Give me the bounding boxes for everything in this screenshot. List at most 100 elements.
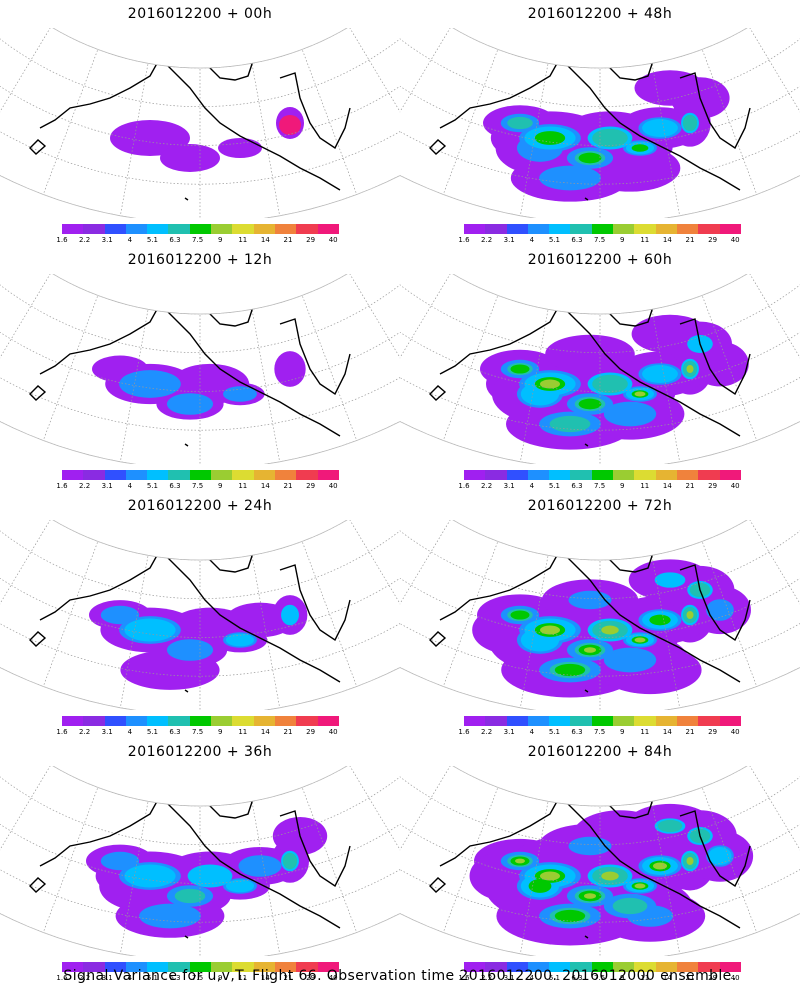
map-panel: 2016012200 + 84h 1.6 2.2 3.1 4 5.1 6.3 7.5 9 11 14…: [400, 738, 800, 984]
colorbar-swatch: [719, 224, 741, 234]
colorbar-label: 4: [529, 974, 535, 982]
colorbar-swatch: [274, 716, 297, 726]
colorbar-swatch: [613, 716, 635, 726]
polar-map: [0, 520, 400, 710]
colorbar-label: 4: [127, 728, 133, 736]
colorbar-swatch: [232, 470, 254, 480]
colorbar-label: 2.2: [79, 236, 91, 244]
colorbar: [62, 962, 339, 972]
colorbar-label: 1.6: [458, 974, 470, 982]
colorbar-label: 29: [708, 482, 718, 490]
variance-core: [510, 364, 530, 374]
colorbar: [464, 716, 741, 726]
colorbar-swatch: [570, 224, 592, 234]
variance-field: [480, 314, 749, 450]
colorbar-swatch: [719, 716, 741, 726]
colorbar-label: 3.1: [503, 974, 515, 982]
colorbar-swatch: [147, 224, 169, 234]
colorbar-swatch: [253, 716, 275, 726]
variance-field: [472, 559, 751, 698]
variance-core: [100, 605, 140, 625]
colorbar-swatch: [655, 470, 677, 480]
colorbar-swatch: [147, 470, 169, 480]
variance-core: [539, 165, 601, 191]
colorbar-swatch: [296, 470, 318, 480]
colorbar-swatch: [506, 716, 528, 726]
variance-core: [139, 903, 201, 929]
colorbar-label: 4: [529, 728, 535, 736]
variance-core: [124, 864, 176, 888]
colorbar-label: 1.6: [56, 728, 68, 736]
colorbar-swatch: [189, 470, 212, 480]
colorbar-swatch: [655, 962, 677, 972]
colorbar-label: 4: [529, 482, 535, 490]
variance-core: [642, 119, 678, 137]
colorbar-label: 6.3: [571, 974, 583, 982]
panel-title: 2016012200 + 48h: [527, 6, 673, 22]
variance-core: [584, 893, 596, 899]
coastline: [29, 547, 351, 693]
colorbar-label: 40: [730, 728, 740, 736]
coastline: [429, 793, 751, 939]
variance-core: [534, 131, 566, 145]
colorbar-label: 11: [238, 482, 248, 490]
variance-core: [119, 370, 181, 398]
colorbar-label: 11: [238, 974, 248, 982]
map-frame: [400, 520, 800, 710]
colorbar-label: 7.5: [192, 482, 204, 490]
colorbar-label: 5.1: [146, 974, 158, 982]
colorbar-label: 5.1: [146, 236, 158, 244]
colorbar: [464, 224, 741, 234]
colorbar-label: 3.1: [101, 728, 113, 736]
colorbar-swatch: [676, 470, 699, 480]
colorbar-label: 21: [283, 974, 293, 982]
colorbar-label: 1.6: [458, 236, 470, 244]
colorbar-label: 1.6: [56, 236, 68, 244]
map-frame: [0, 520, 400, 710]
colorbar-swatch: [506, 470, 528, 480]
variance-core: [540, 625, 560, 635]
colorbar-swatch: [506, 224, 528, 234]
colorbar-label: 14: [260, 482, 270, 490]
variance-core: [654, 572, 686, 588]
variance-core: [601, 625, 619, 635]
variance-blob: [634, 70, 706, 106]
colorbar-swatch: [591, 716, 614, 726]
colorbar-swatch: [464, 224, 486, 234]
colorbar-label: 3.1: [101, 236, 113, 244]
variance-field: [469, 803, 754, 946]
colorbar-label: 9: [619, 236, 625, 244]
colorbar-swatch: [527, 962, 550, 972]
colorbar-swatch: [232, 962, 254, 972]
variance-core: [634, 637, 646, 643]
colorbar-label: 40: [328, 236, 338, 244]
colorbar-label: 14: [662, 728, 672, 736]
panel-title: 2016012200 + 60h: [527, 252, 673, 268]
colorbar-label: 6.3: [571, 236, 583, 244]
variance-blob: [160, 144, 220, 172]
colorbar-label: 7.5: [594, 728, 606, 736]
colorbar-swatch: [317, 962, 339, 972]
colorbar-swatch: [104, 716, 126, 726]
colorbar-label: 21: [685, 236, 695, 244]
colorbar-label: 1.6: [56, 974, 68, 982]
colorbar-swatch: [464, 962, 486, 972]
variance-core: [592, 374, 628, 394]
variance-core: [554, 663, 586, 677]
colorbar-label: 14: [260, 236, 270, 244]
colorbar-label: 2.2: [79, 728, 91, 736]
polar-map: [0, 274, 400, 464]
colorbar-swatch: [104, 470, 126, 480]
colorbar-swatch: [634, 962, 656, 972]
colorbar-label: 21: [283, 236, 293, 244]
colorbar-label: 29: [306, 728, 316, 736]
variance-core: [124, 618, 176, 642]
variance-core: [603, 647, 657, 673]
variance-blob: [545, 334, 635, 374]
colorbar-label: 14: [260, 728, 270, 736]
variance-core: [100, 851, 140, 871]
colorbar-swatch: [253, 962, 275, 972]
colorbar-swatch: [591, 470, 614, 480]
colorbar-swatch: [527, 470, 550, 480]
colorbar-swatch: [464, 716, 486, 726]
